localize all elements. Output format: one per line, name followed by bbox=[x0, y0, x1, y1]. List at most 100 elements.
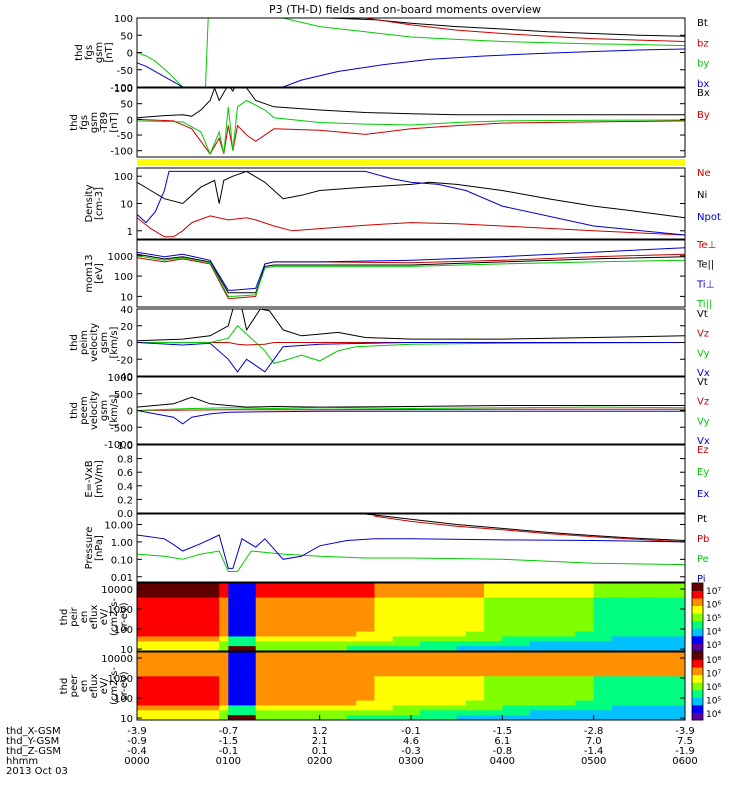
spectrogram-cell bbox=[621, 592, 631, 599]
spectrogram-cell bbox=[310, 671, 321, 677]
y-axis-label-line: [nT] bbox=[109, 112, 120, 132]
spectrogram-cell bbox=[575, 710, 586, 716]
spectrogram-cell bbox=[438, 607, 449, 613]
spectrogram-cell bbox=[310, 681, 321, 687]
spectrogram-cell bbox=[191, 690, 202, 697]
spectrogram-cell bbox=[356, 636, 366, 642]
spectrogram-cell bbox=[356, 646, 366, 651]
spectrogram-cell bbox=[274, 587, 284, 594]
spectrogram-cell bbox=[365, 652, 375, 658]
spectrogram-cell bbox=[584, 715, 595, 720]
spectrogram-cell bbox=[319, 636, 330, 642]
spectrogram-cell bbox=[557, 597, 567, 603]
spectrogram-cell bbox=[255, 681, 266, 687]
spectrogram-cell bbox=[292, 583, 302, 589]
spectrogram-cell bbox=[511, 705, 522, 711]
spectrogram-cell bbox=[493, 646, 503, 651]
spectrogram-cell bbox=[328, 626, 339, 633]
spectrogram-cell bbox=[164, 597, 175, 603]
spectrogram-cell bbox=[584, 690, 595, 697]
spectrogram-cell bbox=[301, 583, 312, 589]
series-line-vx bbox=[137, 342, 685, 373]
spectrogram-cell bbox=[593, 652, 604, 658]
spectrogram-cell bbox=[566, 681, 576, 687]
spectrogram-cell bbox=[520, 631, 531, 637]
x-tick-label: 7.0 bbox=[586, 736, 602, 747]
spectrogram-cell bbox=[146, 612, 156, 618]
spectrogram-cell bbox=[630, 597, 640, 603]
spectrogram-cell bbox=[264, 705, 275, 711]
spectrogram-cell bbox=[557, 626, 567, 633]
spectrogram-cell bbox=[301, 705, 312, 711]
spectrogram-cell bbox=[200, 652, 211, 658]
spectrogram-cell bbox=[675, 705, 685, 711]
spectrogram-cell bbox=[246, 710, 257, 716]
spectrogram-cell bbox=[520, 617, 531, 623]
spectrogram-cell bbox=[356, 661, 366, 668]
y-axis-label-line: peim bbox=[79, 330, 90, 355]
spectrogram-cell bbox=[255, 621, 266, 628]
spectrogram-cell bbox=[429, 597, 439, 603]
spectrogram-cell bbox=[602, 626, 613, 633]
spectrogram-cell bbox=[621, 636, 631, 642]
spectrogram-cell bbox=[575, 671, 586, 677]
spectrogram-cell bbox=[246, 612, 257, 618]
spectrogram-cell bbox=[447, 617, 458, 623]
spectrogram-cell bbox=[356, 621, 366, 628]
spectrogram-cell bbox=[328, 641, 339, 647]
spectrogram-cell bbox=[173, 656, 184, 663]
spectrogram-cell bbox=[657, 583, 668, 589]
spectrogram-cell bbox=[283, 641, 293, 647]
spectrogram-cell bbox=[648, 652, 659, 658]
spectrogram-cell bbox=[675, 661, 685, 668]
spectrogram-cell bbox=[319, 607, 330, 613]
y-tick-label: 500 bbox=[114, 390, 133, 401]
spectrogram-cell bbox=[219, 715, 229, 720]
spectrogram-cell bbox=[511, 636, 522, 642]
spectrogram-cell bbox=[374, 617, 385, 623]
legend-item: Vy bbox=[697, 348, 710, 359]
y-tick-label: 10 bbox=[120, 645, 133, 656]
spectrogram-cell bbox=[374, 602, 385, 608]
spectrogram-cell bbox=[538, 705, 549, 711]
spectrogram-cell bbox=[611, 710, 622, 716]
spectrogram-cell bbox=[337, 587, 348, 594]
spectrogram-cell bbox=[274, 617, 284, 623]
spectrogram-cell bbox=[374, 676, 385, 682]
spectrogram-cell bbox=[246, 690, 257, 697]
spectrogram-cell bbox=[420, 636, 430, 642]
spectrogram-cell bbox=[356, 666, 366, 672]
spectrogram-cell bbox=[648, 686, 659, 692]
spectrogram-cell bbox=[164, 621, 175, 628]
x-axis-row-label: 2013 Oct 03 bbox=[6, 766, 68, 777]
spectrogram-cell bbox=[484, 583, 494, 589]
spectrogram-cell bbox=[374, 690, 385, 697]
colorbar-frame bbox=[691, 651, 704, 721]
spectrogram-cell bbox=[219, 626, 229, 633]
spectrogram-cell bbox=[392, 652, 403, 658]
spectrogram-cell bbox=[675, 666, 685, 672]
spectrogram-cell bbox=[246, 607, 257, 613]
spectrogram-cell bbox=[639, 597, 649, 603]
spectrogram-cell bbox=[191, 656, 202, 663]
spectrogram-cell bbox=[246, 656, 257, 663]
spectrogram-cell bbox=[529, 710, 540, 716]
spectrogram-cell bbox=[648, 690, 659, 697]
spectrogram-cell bbox=[557, 583, 567, 589]
spectrogram-cell bbox=[529, 656, 540, 663]
spectrogram-cell bbox=[283, 626, 293, 633]
spectrogram-cell bbox=[566, 597, 576, 603]
spectrogram-cell bbox=[675, 621, 685, 628]
spectrogram-cell bbox=[264, 700, 275, 706]
spectrogram-cell bbox=[164, 656, 175, 663]
spectrogram-cell bbox=[255, 686, 266, 692]
spectrogram-cell bbox=[191, 597, 202, 603]
spectrogram-cell bbox=[374, 686, 385, 692]
spectrogram-cell bbox=[146, 617, 156, 623]
spectrogram-cell bbox=[347, 602, 357, 608]
spectrogram-cell bbox=[137, 686, 147, 692]
spectrogram-cell bbox=[191, 631, 202, 637]
spectrogram-cell bbox=[593, 656, 604, 663]
spectrogram-cell bbox=[484, 656, 494, 663]
spectrogram-cell bbox=[365, 690, 375, 697]
